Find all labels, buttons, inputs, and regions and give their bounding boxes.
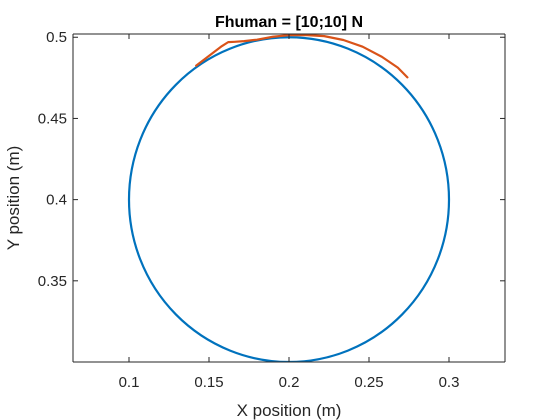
x-axis-label: X position (m)	[237, 401, 342, 420]
y-axis-label: Y position (m)	[4, 146, 23, 251]
plot-area	[73, 34, 505, 362]
x-tick-label: 0.15	[194, 374, 223, 391]
y-tick-label: 0.35	[38, 273, 67, 290]
x-tick-label: 0.1	[119, 374, 140, 391]
y-tick-label: 0.45	[38, 110, 67, 127]
y-tick-label: 0.4	[46, 192, 67, 209]
y-tick-label: 0.5	[46, 29, 67, 46]
x-tick-label: 0.3	[439, 374, 460, 391]
trajectory-line	[195, 33, 409, 79]
plot-background	[73, 34, 505, 362]
chart-title: Fhuman = [10;10] N	[215, 14, 363, 31]
ticks-layer: 0.1 0.15 0.2 0.25 0.3 0.35 0.4 0.45 0.5	[38, 29, 505, 391]
x-tick-label: 0.2	[279, 374, 300, 391]
x-tick-label: 0.25	[354, 374, 383, 391]
